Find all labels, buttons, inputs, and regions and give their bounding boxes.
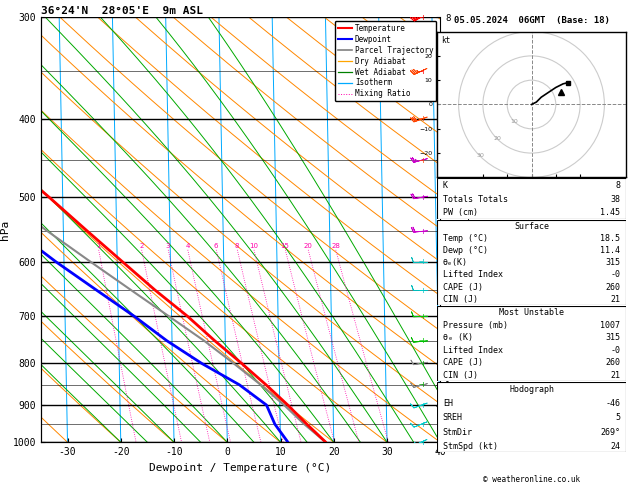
Text: CIN (J): CIN (J) (443, 295, 478, 304)
Text: ⊣: ⊣ (418, 359, 423, 368)
Text: SREH: SREH (443, 414, 463, 422)
Text: 21: 21 (610, 295, 620, 304)
Text: 18.5: 18.5 (600, 234, 620, 243)
Y-axis label: km
ASL: km ASL (464, 219, 481, 241)
Text: θₑ(K): θₑ(K) (443, 258, 468, 267)
Text: 05.05.2024  06GMT  (Base: 18): 05.05.2024 06GMT (Base: 18) (454, 16, 610, 25)
Text: -0: -0 (610, 346, 620, 355)
Text: Temp (°C): Temp (°C) (443, 234, 488, 243)
Text: 8: 8 (615, 181, 620, 190)
X-axis label: Dewpoint / Temperature (°C): Dewpoint / Temperature (°C) (150, 463, 331, 473)
Text: ⊣: ⊣ (418, 226, 423, 236)
Text: © weatheronline.co.uk: © weatheronline.co.uk (483, 474, 580, 484)
Text: ⊣: ⊣ (418, 400, 423, 410)
Text: 260: 260 (605, 358, 620, 367)
Text: ⊣: ⊣ (418, 438, 423, 447)
Text: 21: 21 (610, 371, 620, 380)
Text: CIN (J): CIN (J) (443, 371, 478, 380)
Text: StmSpd (kt): StmSpd (kt) (443, 442, 498, 451)
Text: Surface: Surface (514, 222, 549, 231)
Text: ⊣: ⊣ (418, 114, 423, 123)
Y-axis label: hPa: hPa (0, 220, 9, 240)
Text: kt: kt (441, 36, 450, 45)
Text: 1007: 1007 (600, 321, 620, 330)
Text: ⊣: ⊣ (418, 257, 423, 266)
Text: StmDir: StmDir (443, 428, 473, 436)
Text: 2: 2 (139, 243, 143, 249)
Text: 24: 24 (610, 442, 620, 451)
Text: 10: 10 (511, 119, 518, 124)
Text: 8: 8 (235, 243, 239, 249)
Text: 28: 28 (331, 243, 340, 249)
Text: 30: 30 (477, 153, 484, 158)
Text: ⊣: ⊣ (418, 286, 423, 295)
Text: Totals Totals: Totals Totals (443, 195, 508, 204)
Text: 38: 38 (610, 195, 620, 204)
Text: PW (cm): PW (cm) (443, 208, 478, 217)
Text: 5: 5 (615, 414, 620, 422)
Text: 6: 6 (214, 243, 218, 249)
Text: -0: -0 (610, 270, 620, 279)
Text: 269°: 269° (600, 428, 620, 436)
Text: 15: 15 (281, 243, 289, 249)
Text: K: K (443, 181, 448, 190)
Text: CAPE (J): CAPE (J) (443, 282, 483, 292)
Legend: Temperature, Dewpoint, Parcel Trajectory, Dry Adiabat, Wet Adiabat, Isotherm, Mi: Temperature, Dewpoint, Parcel Trajectory… (335, 21, 437, 102)
Text: ⊣: ⊣ (418, 156, 423, 165)
Text: Lifted Index: Lifted Index (443, 346, 503, 355)
Text: 11.4: 11.4 (600, 246, 620, 255)
Text: 1.45: 1.45 (600, 208, 620, 217)
Text: 1: 1 (96, 243, 101, 249)
Text: ⊣: ⊣ (418, 336, 423, 345)
Text: ⊣: ⊣ (418, 67, 423, 76)
Text: θₑ (K): θₑ (K) (443, 333, 473, 342)
Text: Most Unstable: Most Unstable (499, 308, 564, 317)
Text: 36°24'N  28°05'E  9m ASL: 36°24'N 28°05'E 9m ASL (41, 6, 203, 16)
Text: ⊣: ⊣ (418, 193, 423, 202)
Text: 10: 10 (249, 243, 259, 249)
Text: 3: 3 (166, 243, 170, 249)
Text: Lifted Index: Lifted Index (443, 270, 503, 279)
Text: 315: 315 (605, 333, 620, 342)
Text: ⊣: ⊣ (418, 312, 423, 321)
Text: ⊣: ⊣ (418, 381, 423, 389)
Text: 260: 260 (605, 282, 620, 292)
Text: Hodograph: Hodograph (509, 385, 554, 394)
Text: 315: 315 (605, 258, 620, 267)
Text: -46: -46 (605, 399, 620, 408)
Text: ⊣: ⊣ (418, 13, 423, 21)
Text: ⊣: ⊣ (418, 419, 423, 429)
Text: 20: 20 (304, 243, 313, 249)
Text: 20: 20 (494, 136, 501, 141)
Text: Pressure (mb): Pressure (mb) (443, 321, 508, 330)
Text: CAPE (J): CAPE (J) (443, 358, 483, 367)
Text: Dewp (°C): Dewp (°C) (443, 246, 488, 255)
Text: EH: EH (443, 399, 453, 408)
Text: 4: 4 (186, 243, 190, 249)
